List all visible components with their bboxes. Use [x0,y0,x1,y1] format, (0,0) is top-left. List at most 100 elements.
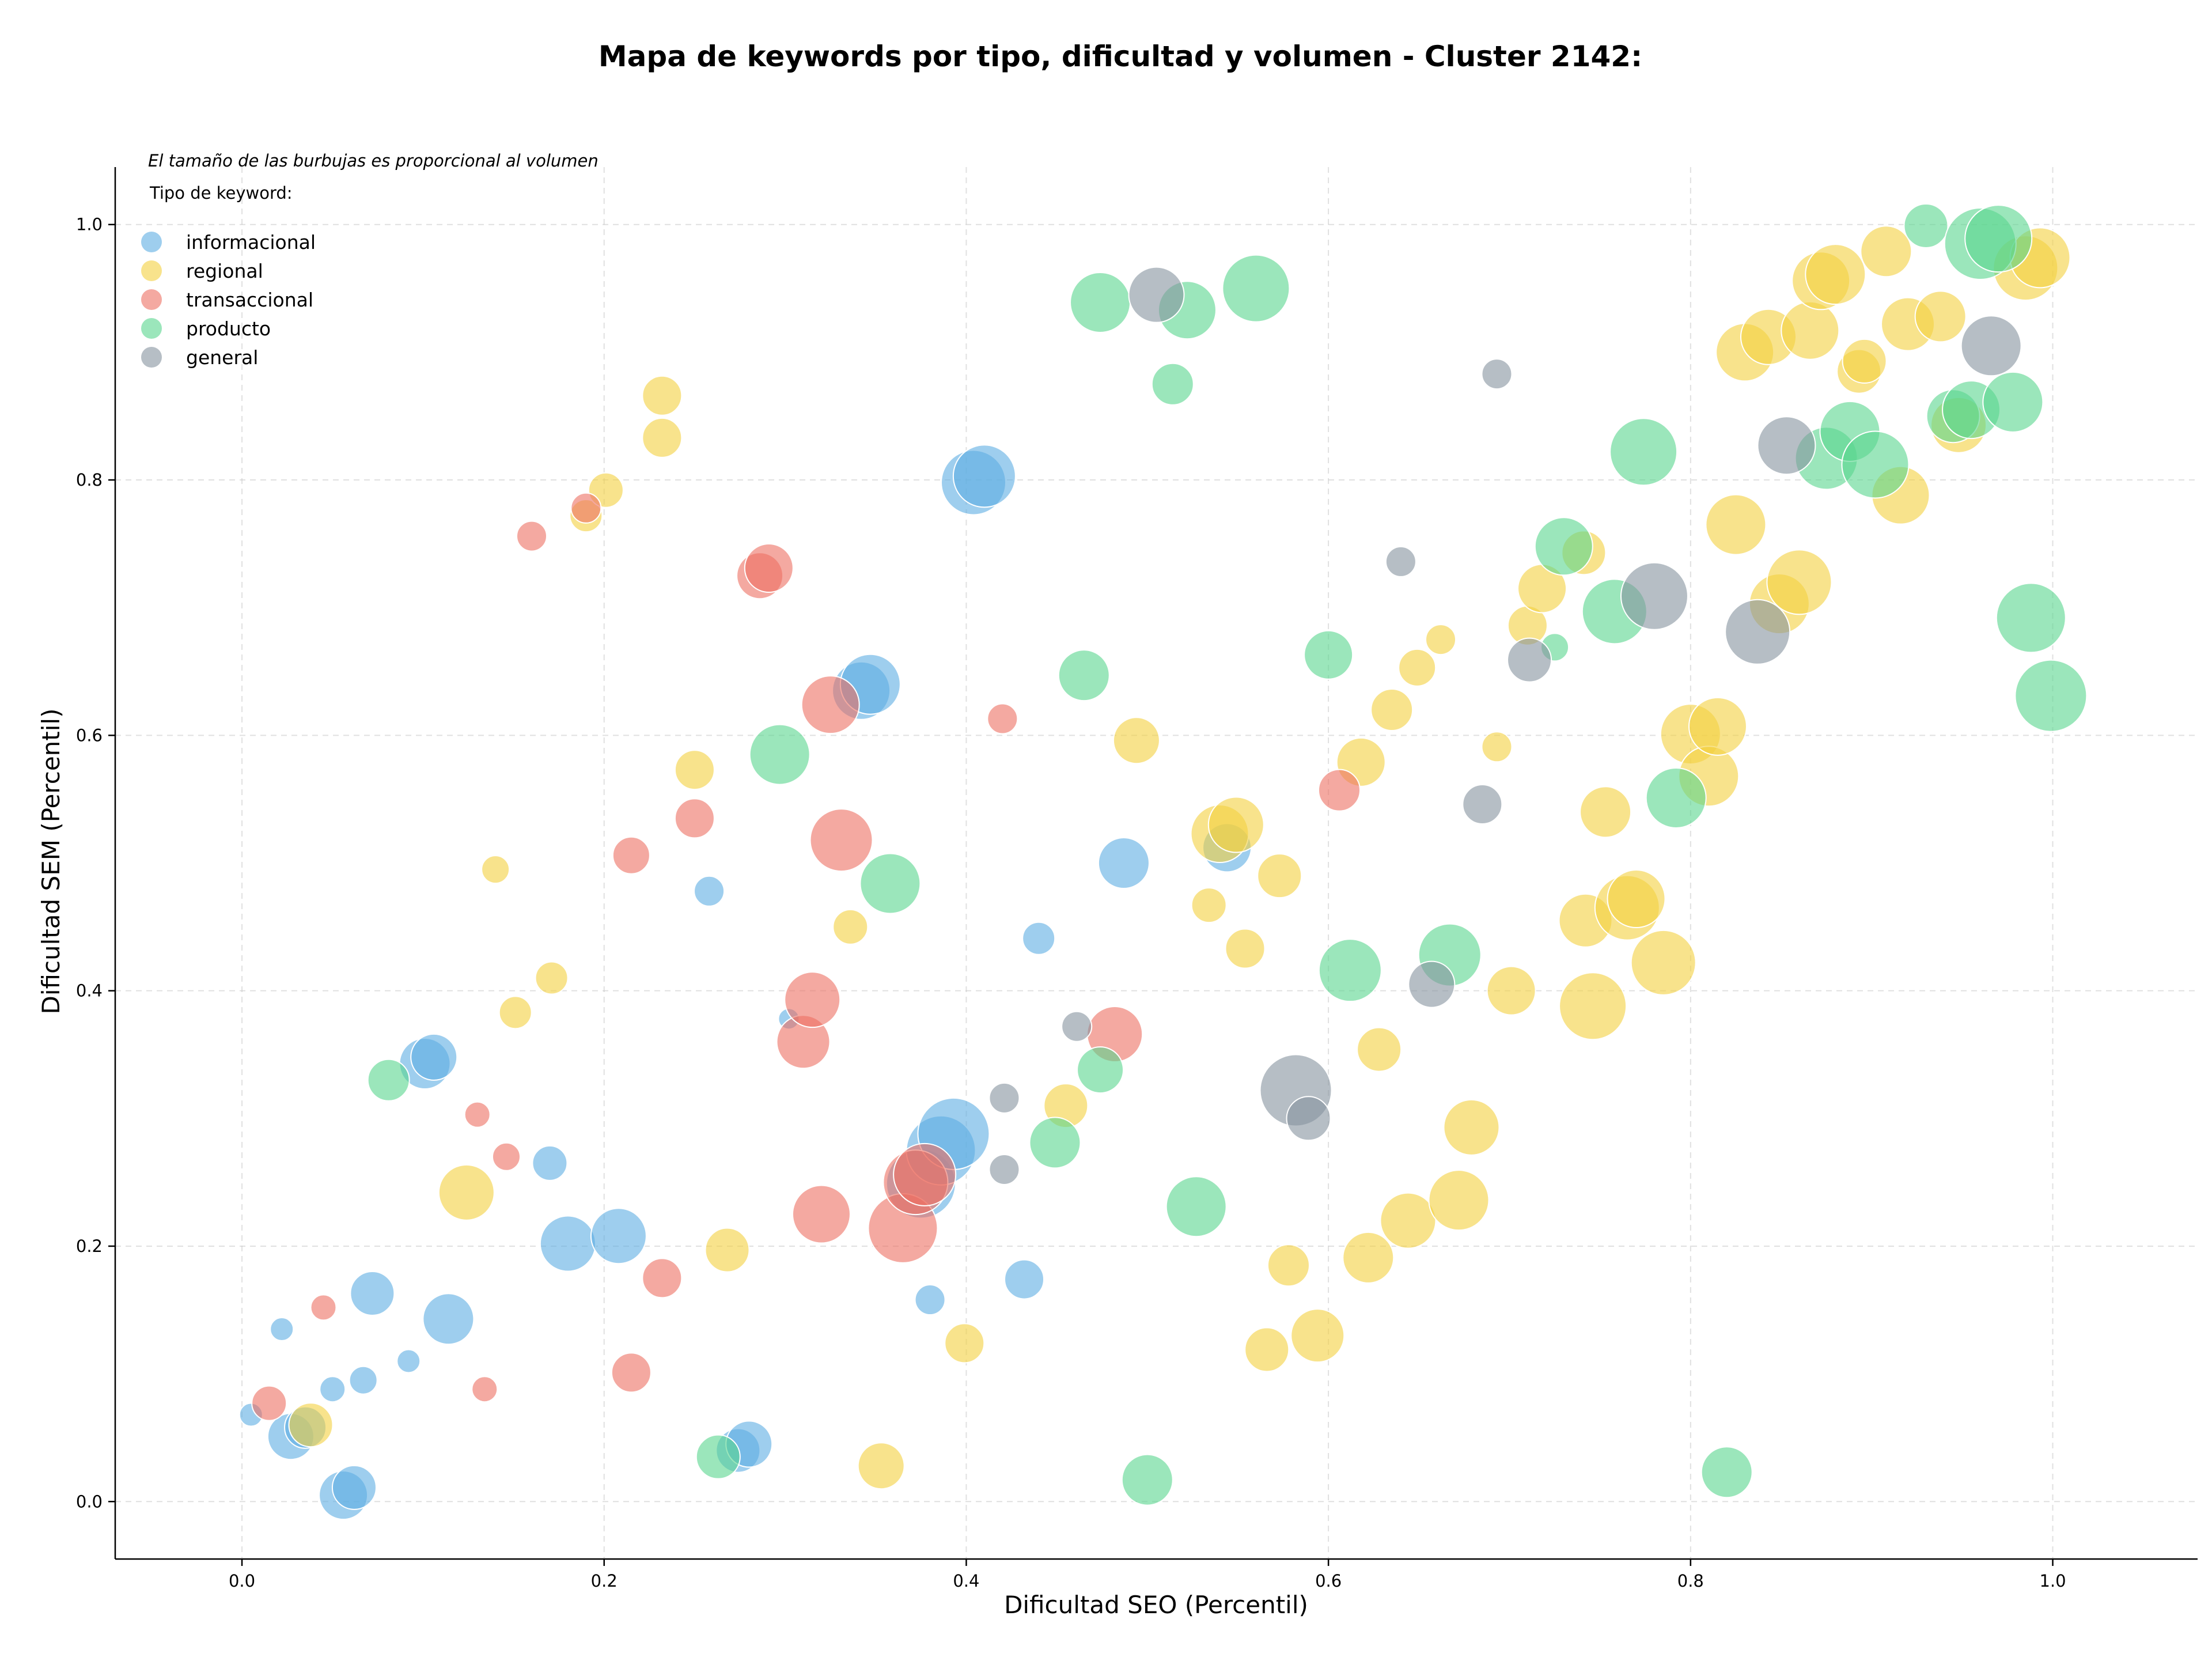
legend: informacional regional transaccional produc… [141,231,316,369]
y-tick-label: 0.8 [76,470,103,490]
regional-bubble [1842,338,1887,384]
y-tick-label: 0.2 [76,1236,103,1256]
regional-bubble [288,1402,334,1448]
producto-bubble [1121,1454,1173,1506]
producto-bubble [1841,430,1910,499]
general-bubble [1960,315,2022,377]
general-bubble [988,1153,1020,1185]
general-bubble [1507,637,1552,683]
regional-bubble [498,996,532,1030]
general-bubble [988,1082,1020,1114]
regional-bubble [1398,648,1437,687]
legend-marker-producto [141,318,162,339]
legend-marker-regional [141,260,162,281]
informacional-bubble [270,1317,294,1342]
informacional-bubble [590,1208,647,1265]
producto-bubble [367,1058,410,1102]
regional-bubble [1257,853,1302,899]
legend-marker-transaccional [141,289,162,310]
x-tick-label: 0.8 [1677,1571,1704,1591]
x-tick-label: 0.0 [229,1571,255,1591]
legend-label-general: general [186,346,258,369]
regional-bubble [1486,966,1536,1016]
producto-bubble [1645,767,1707,828]
transaccional-bubble [674,798,715,839]
legend-label-regional: regional [186,260,263,282]
regional-bubble [1244,1327,1290,1372]
regional-bubble [1380,1192,1437,1249]
y-axis-ticks: 0.0 0.2 0.4 0.6 0.8 1.0 [76,215,115,1511]
producto-bubble [2014,659,2088,732]
regional-bubble [1766,549,1832,615]
general-bubble [1481,358,1513,390]
regional-bubble [1357,1027,1402,1072]
x-tick-label: 1.0 [2039,1571,2066,1591]
transaccional-bubble [784,971,841,1028]
regional-bubble [832,909,869,945]
informacional-bubble [319,1376,346,1403]
informacional-bubble [1004,1259,1045,1300]
transaccional-bubble [987,703,1018,735]
transaccional-bubble [491,1142,521,1171]
producto-bubble [1304,630,1354,680]
producto-bubble [1700,1446,1753,1499]
regional-bubble [1481,731,1513,763]
producto-bubble [859,853,921,914]
regional-bubble [1705,494,1767,555]
regional-bubble [1342,1231,1395,1284]
informacional-bubble [1097,837,1150,889]
legend-marker-informacional [141,232,162,252]
regional-bubble [1860,225,1912,278]
bubble-size-note: El tamaño de las burbujas es proporciona… [148,151,599,171]
x-tick-label: 0.2 [591,1571,618,1591]
informacional-bubble [396,1349,421,1374]
transaccional-bubble [893,1142,957,1206]
regional-bubble [1425,624,1457,656]
transaccional-bubble [612,836,650,875]
general-bubble [1128,266,1185,323]
regional-bubble [1443,1099,1500,1156]
y-tick-label: 0.0 [76,1492,103,1511]
transaccional-bubble [611,1352,652,1393]
regional-bubble [1207,796,1264,853]
chart-title: Mapa de keywords por tipo, dificultad y … [599,40,1642,73]
informacional-bubble [350,1270,395,1316]
legend-label-producto: producto [186,317,271,340]
producto-bubble [1534,517,1593,576]
transaccional-bubble [642,1258,683,1299]
transaccional-bubble [251,1385,287,1421]
informacional-bubble [349,1365,378,1395]
bubble-layer [238,203,2088,1520]
transaccional-bubble [310,1294,337,1321]
regional-bubble [704,1227,750,1273]
producto-bubble [1029,1117,1081,1169]
legend-title: Tipo de keyword: [149,183,293,203]
regional-bubble [1559,972,1627,1041]
regional-bubble [674,750,715,790]
transaccional-bubble [1317,769,1361,812]
regional-bubble [1112,717,1160,765]
regional-bubble [1370,688,1414,732]
x-tick-label: 0.4 [953,1571,979,1591]
general-bubble [1620,562,1688,630]
producto-bubble [1151,362,1194,406]
transaccional-bubble [516,520,547,552]
informacional-bubble [539,1215,596,1272]
regional-bubble [1191,887,1227,924]
producto-bubble [1903,203,1949,248]
regional-bubble [1428,1170,1490,1231]
legend-marker-general [141,347,162,368]
general-bubble [1725,599,1791,665]
producto-bubble [695,1434,741,1480]
regional-bubble [481,855,510,884]
regional-bubble [535,961,569,995]
regional-bubble [1805,244,1866,305]
transaccional-bubble [744,543,794,593]
axes-spines [114,167,2198,1560]
regional-bubble [642,417,683,458]
transaccional-bubble [791,1185,851,1244]
informacional-bubble [331,1465,377,1510]
producto-bubble [1165,1176,1227,1238]
producto-bubble [749,724,810,785]
